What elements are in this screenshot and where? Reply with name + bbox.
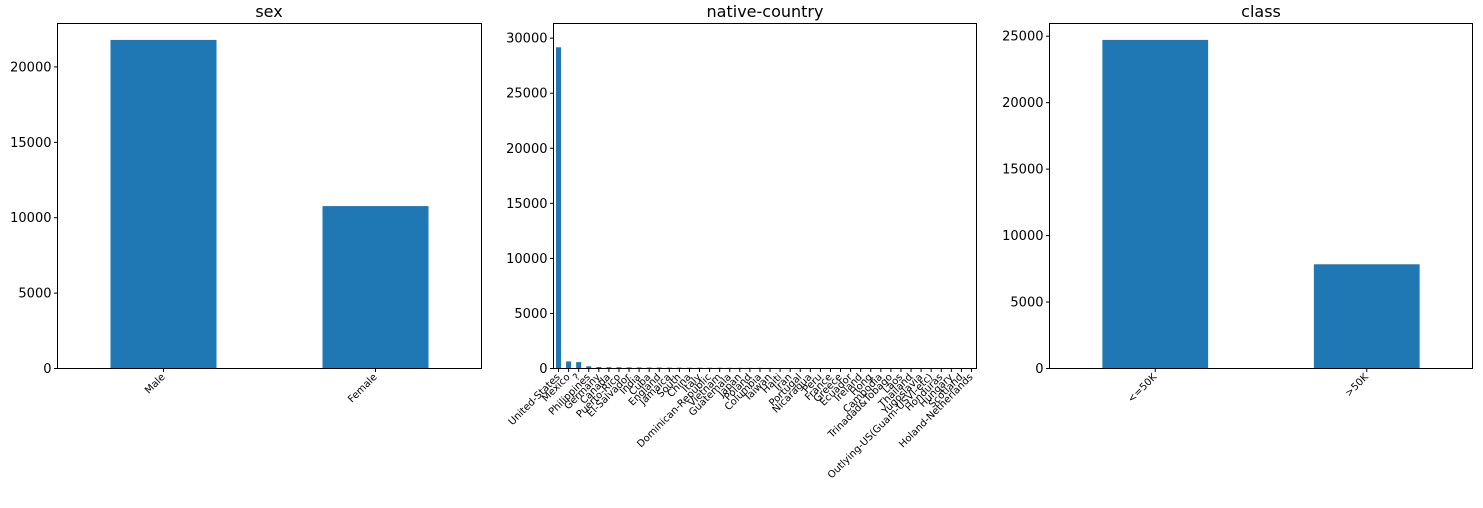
- bar-0: [556, 47, 562, 369]
- x-tick-label: Male: [143, 372, 168, 397]
- y-tick-label: 20000: [506, 142, 547, 157]
- y-tick-label: 5000: [514, 307, 547, 322]
- x-axis: United-StatesMexico?PhilippinesGermanyCa…: [507, 368, 976, 481]
- class-chart-panel: class 0 5000 10000 15000 20000 25000 <=50K >50…: [1002, 2, 1473, 406]
- y-tick-label: 10000: [10, 211, 51, 226]
- bars-group: [110, 39, 429, 369]
- y-tick-label: 0: [539, 362, 547, 377]
- bars-group: [1102, 39, 1420, 369]
- plot-frame: [1049, 23, 1473, 369]
- bar-0: [1102, 39, 1209, 369]
- bar-1: [566, 361, 572, 369]
- y-tick-label: 5000: [1010, 296, 1043, 311]
- bars-group: [556, 47, 974, 369]
- bar-1: [1313, 264, 1420, 369]
- y-tick-label: 15000: [10, 136, 51, 151]
- bar-1: [322, 206, 429, 369]
- bar-4: [596, 366, 602, 369]
- x-tick-label: Female: [346, 372, 379, 405]
- chart-title: sex: [255, 2, 282, 21]
- y-tick-label: 15000: [506, 197, 547, 212]
- chart-title: class: [1241, 2, 1281, 21]
- x-tick-label: ?: [571, 372, 583, 384]
- bar-8: [636, 367, 642, 369]
- plot-frame: [57, 23, 482, 369]
- native-country-chart-panel: native-country 0 5000 10000 15000 20000 25000…: [506, 2, 977, 481]
- y-tick-label: 30000: [506, 32, 547, 47]
- bar-2: [576, 362, 582, 369]
- bar-9: [646, 367, 652, 369]
- x-axis: <=50K >50K: [1126, 368, 1372, 406]
- y-tick-label: 10000: [506, 252, 547, 267]
- y-tick-label: 20000: [10, 60, 51, 75]
- x-tick-label: >50K: [1344, 372, 1372, 400]
- chart-title: native-country: [707, 2, 824, 21]
- bar-6: [616, 367, 622, 369]
- y-tick-label: 20000: [1002, 96, 1043, 111]
- y-axis: 0 5000 10000 15000 20000: [10, 60, 58, 377]
- y-axis: 0 5000 10000 15000 20000 25000: [1002, 30, 1050, 377]
- bar-3: [586, 366, 592, 369]
- y-tick-label: 10000: [1002, 229, 1043, 244]
- y-tick-label: 15000: [1002, 163, 1043, 178]
- bar-7: [626, 367, 632, 369]
- y-axis: 0 5000 10000 15000 20000 25000 30000: [506, 32, 554, 377]
- x-tick-label: <=50K: [1126, 372, 1160, 406]
- y-tick-label: 0: [43, 362, 51, 377]
- y-tick-label: 25000: [1002, 30, 1043, 45]
- sex-chart-panel: sex 0 5000 10000 15000 20000 Male Female: [10, 2, 482, 405]
- x-axis: Male Female: [143, 368, 380, 405]
- y-tick-label: 0: [1035, 362, 1043, 377]
- x-tick-label: United-States: [507, 372, 563, 428]
- y-tick-label: 5000: [18, 287, 51, 302]
- bar-5: [606, 367, 612, 369]
- plot-frame: [553, 23, 977, 369]
- bar-0: [110, 39, 217, 369]
- y-tick-label: 25000: [506, 87, 547, 102]
